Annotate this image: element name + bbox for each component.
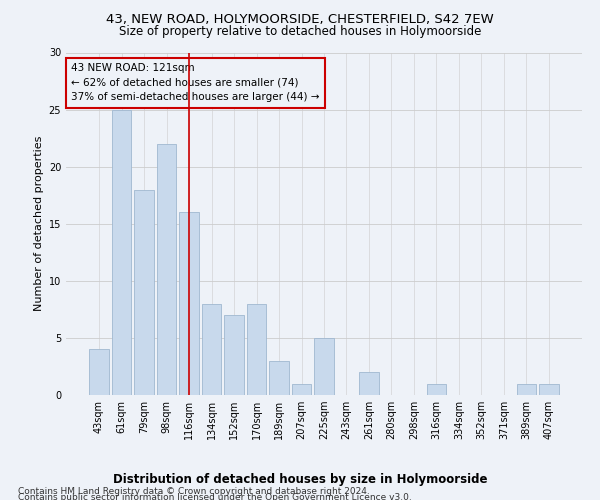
Bar [539, 384, 559, 395]
Text: Contains public sector information licensed under the Open Government Licence v3: Contains public sector information licen… [18, 494, 412, 500]
Text: 43 NEW ROAD: 121sqm
← 62% of detached houses are smaller (74)
37% of semi-detach: 43 NEW ROAD: 121sqm ← 62% of detached ho… [71, 63, 320, 102]
Text: 43, NEW ROAD, HOLYMOORSIDE, CHESTERFIELD, S42 7EW: 43, NEW ROAD, HOLYMOORSIDE, CHESTERFIELD… [106, 12, 494, 26]
Bar [427, 384, 446, 395]
Bar [517, 384, 536, 395]
Bar [112, 110, 131, 395]
Bar [314, 338, 334, 395]
Bar [269, 361, 289, 395]
Text: Size of property relative to detached houses in Holymoorside: Size of property relative to detached ho… [119, 25, 481, 38]
Bar [134, 190, 154, 395]
Bar [89, 350, 109, 395]
Bar [359, 372, 379, 395]
Bar [292, 384, 311, 395]
Text: Contains HM Land Registry data © Crown copyright and database right 2024.: Contains HM Land Registry data © Crown c… [18, 486, 370, 496]
Bar [179, 212, 199, 395]
Bar [202, 304, 221, 395]
Bar [247, 304, 266, 395]
Text: Distribution of detached houses by size in Holymoorside: Distribution of detached houses by size … [113, 472, 487, 486]
Bar [157, 144, 176, 395]
Y-axis label: Number of detached properties: Number of detached properties [34, 136, 44, 312]
Bar [224, 315, 244, 395]
